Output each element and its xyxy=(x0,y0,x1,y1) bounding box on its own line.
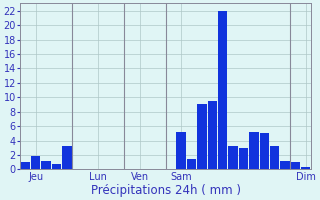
Bar xyxy=(301,167,310,169)
Bar xyxy=(249,132,259,169)
Bar xyxy=(197,104,207,169)
Bar xyxy=(21,162,30,169)
Bar xyxy=(52,164,61,169)
Bar xyxy=(31,156,40,169)
Bar xyxy=(41,161,51,169)
X-axis label: Précipitations 24h ( mm ): Précipitations 24h ( mm ) xyxy=(91,184,241,197)
Bar xyxy=(280,161,290,169)
Bar xyxy=(239,148,248,169)
Bar xyxy=(228,146,238,169)
Bar xyxy=(270,146,279,169)
Bar xyxy=(260,133,269,169)
Bar xyxy=(208,101,217,169)
Bar xyxy=(291,162,300,169)
Bar xyxy=(62,146,72,169)
Bar xyxy=(177,132,186,169)
Bar xyxy=(187,159,196,169)
Bar xyxy=(218,11,228,169)
